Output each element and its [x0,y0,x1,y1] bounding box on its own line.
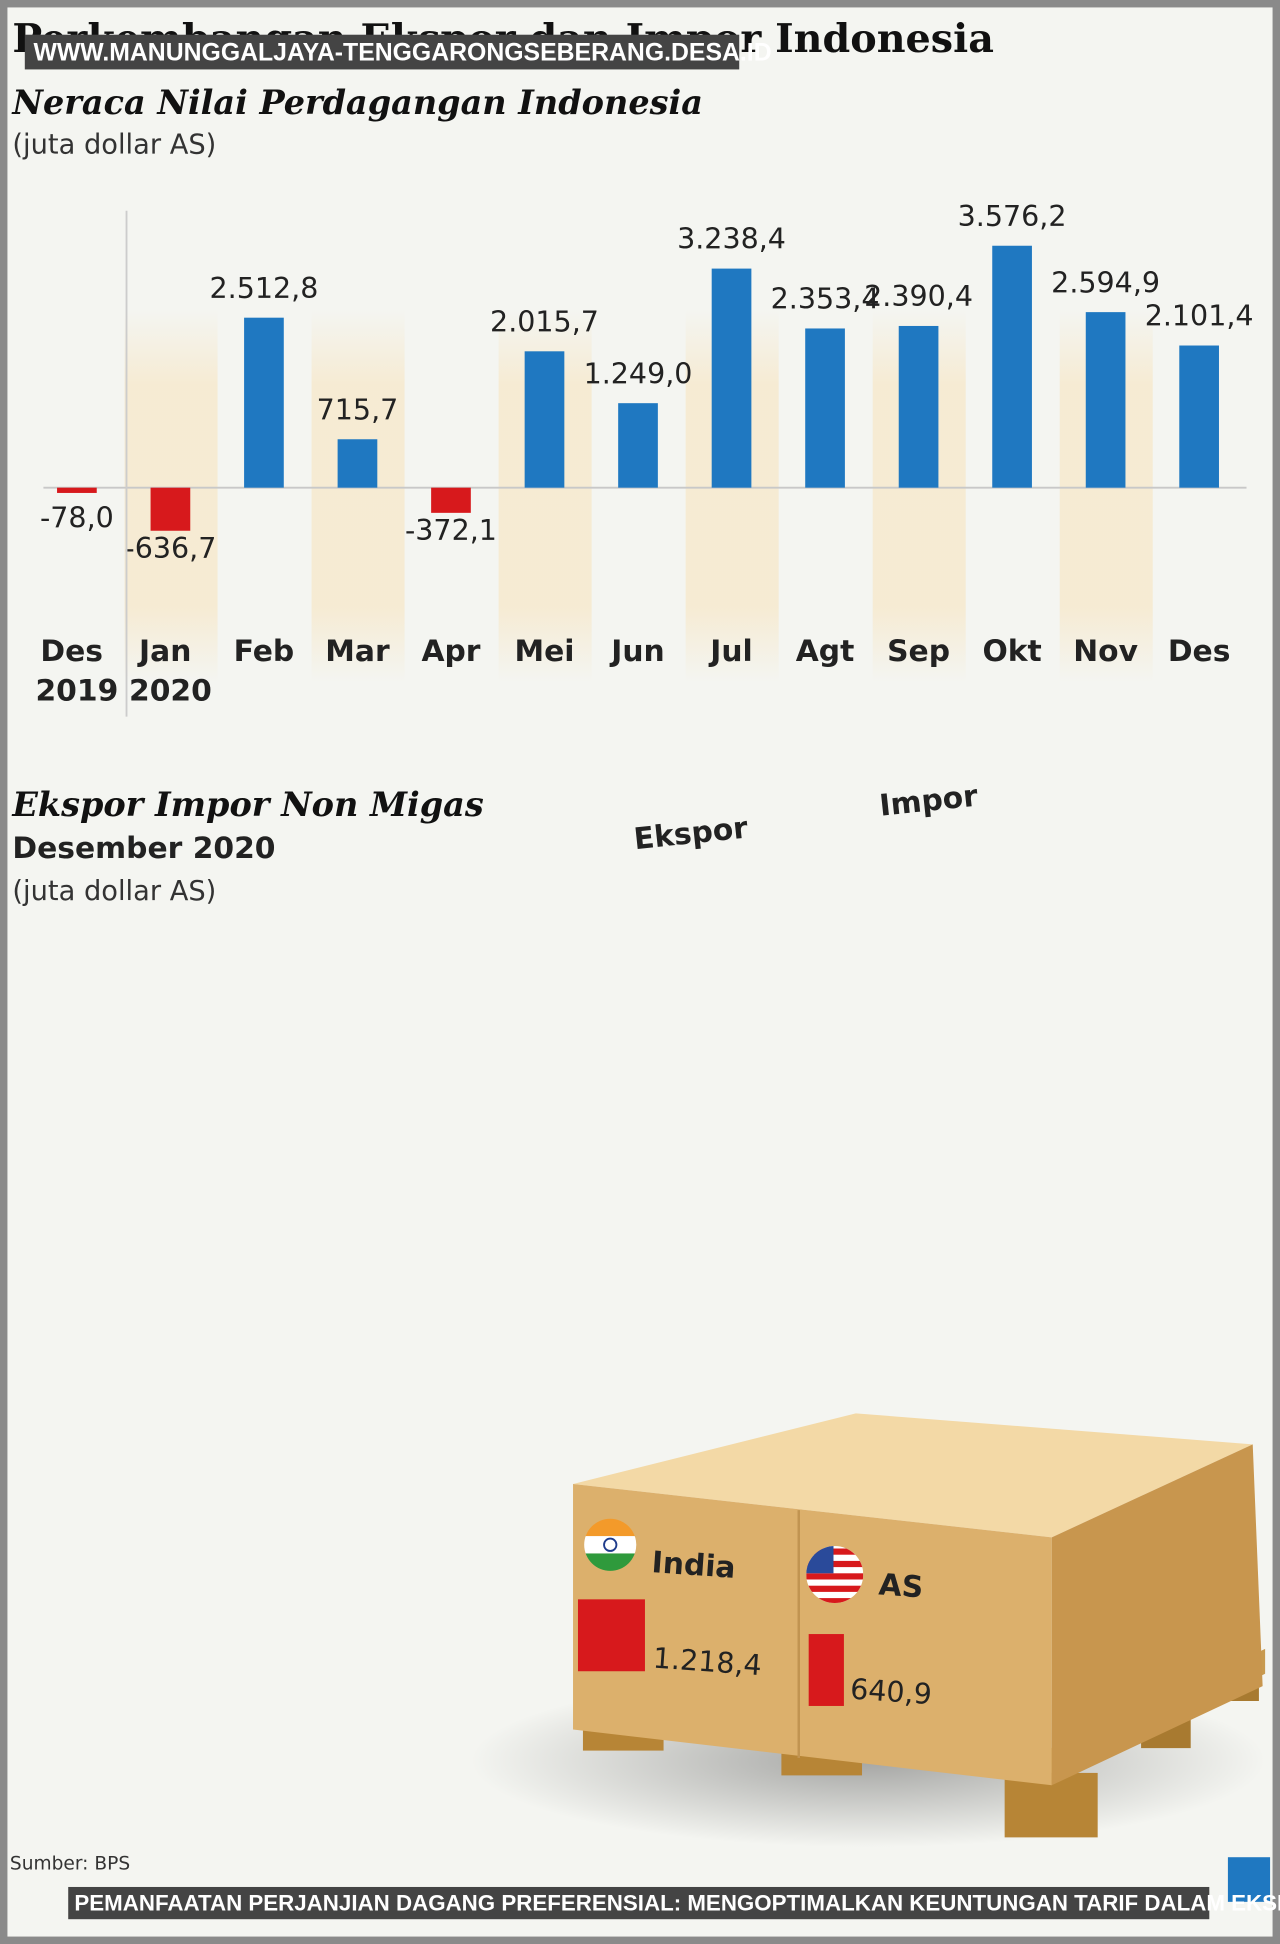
x-tick-label: Mar [325,634,390,669]
bar [244,317,284,488]
x-tick-label: Mei [514,634,574,669]
bar [524,351,565,488]
india-flag [584,1518,637,1571]
x-tick-label: Jun [609,634,664,669]
bar [898,325,939,488]
box-side [1051,1444,1263,1786]
data-label: 2.353,4 [771,283,880,316]
us-flag [806,1546,864,1604]
value-square [577,1599,645,1672]
bar [711,268,752,488]
data-label: 2.594,9 [1051,266,1160,299]
pictogram: India 1.218,4 AS 640,9 [577,1545,933,1712]
data-label: -636,7 [124,532,216,565]
watermark: WWW.MANUNGGALJAYA-TENGGARONGSEBERANG.DES… [33,40,771,67]
bar [150,487,191,531]
x-tick-label: Jul [708,634,752,669]
bar [1085,312,1126,488]
section-subtitle: Desember 2020 [12,831,275,866]
column-band [311,309,405,682]
bar [805,328,845,488]
box-top [573,1413,1253,1538]
country-label: AS [878,1567,925,1605]
data-label: 640,9 [849,1673,933,1712]
x-tick-label: Jan 2020 [129,634,212,709]
x-tick-label: Des 2019 [35,634,118,709]
caption: PEMANFAATAN PERJANJIAN DAGANG PREFERENSI… [74,1891,1280,1916]
data-label: 3.576,2 [958,200,1067,233]
bar [1179,345,1219,488]
data-label: 1.249,0 [584,357,693,390]
chart-title: Neraca Nilai Perdagangan Indonesia [11,83,703,122]
data-label: 2.390,4 [864,280,973,313]
section-unit: (juta dollar AS) [12,876,216,907]
bar-chart: -78,0 Des 2019 -636,7 Jan 2020 2.512,8 Feb 715… [35,200,1253,709]
caption-bg [68,1886,1210,1920]
x-tick-label: Sep [887,634,950,669]
bar [57,487,97,493]
x-tick-label: Nov [1073,634,1138,669]
data-label: -78,0 [40,501,114,534]
bar [431,487,471,513]
x-tick-label: Apr [421,634,480,669]
data-label: 2.101,4 [1145,300,1254,333]
country-label: India [651,1545,737,1586]
x-tick-label: Feb [234,634,295,669]
section-title: Ekspor Impor Non Migas [11,785,483,824]
x-tick-label: Agt [796,634,855,669]
bar [618,403,658,488]
data-label: 715,7 [317,393,399,426]
data-label: -372,1 [405,514,497,547]
x-tick-label: Okt [982,634,1041,669]
x-tick-label: Des [1168,634,1231,669]
data-label: 1.218,4 [652,1642,763,1683]
watermark-bg [24,34,740,70]
value-square [808,1634,844,1706]
chart-subtitle: (juta dollar AS) [12,130,216,161]
bar [337,439,378,488]
data-label: 2.512,8 [210,272,319,305]
source: Sumber: BPS [10,1854,130,1875]
data-label: 2.015,7 [490,305,599,338]
logo [1227,1857,1271,1902]
data-label: 3.238,4 [677,223,786,256]
bar [992,245,1032,488]
